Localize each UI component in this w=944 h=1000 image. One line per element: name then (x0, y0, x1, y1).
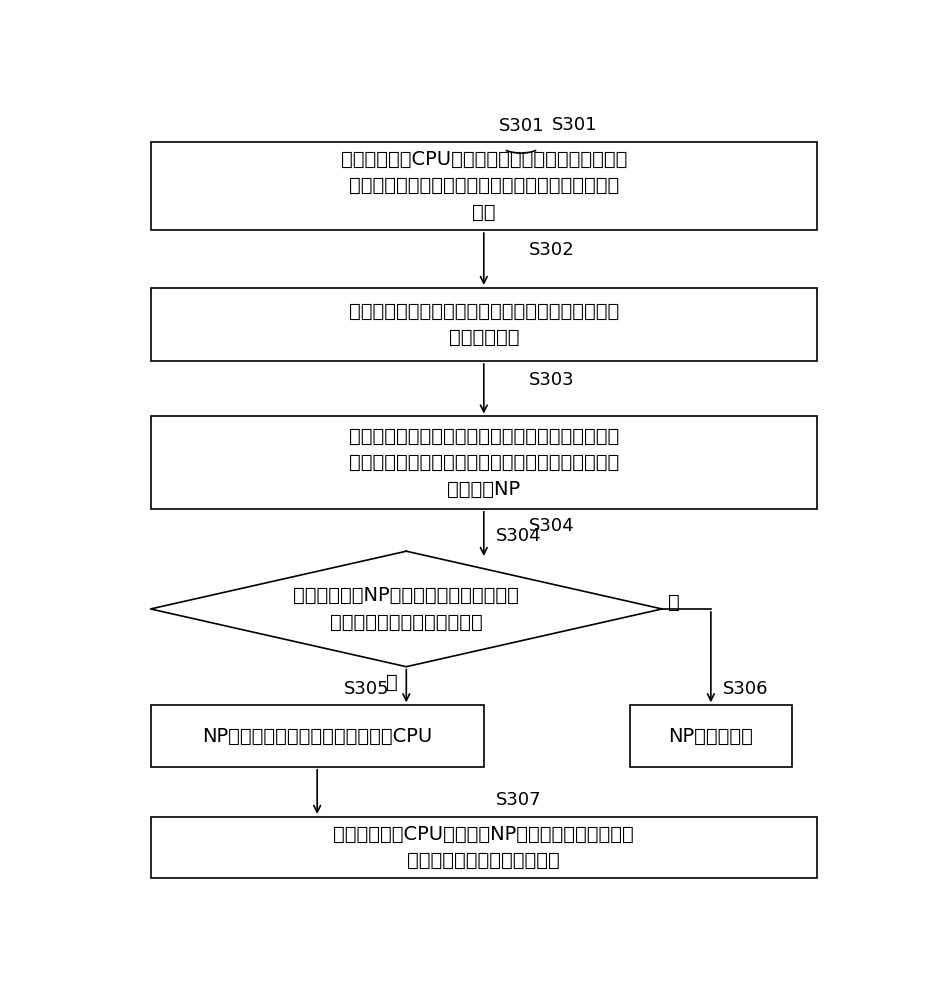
Text: NP将指示报文传输至第一设备中的CPU: NP将指示报文传输至第一设备中的CPU (202, 726, 432, 746)
Text: 第一设备中处于关闭状态的第一端口接收第二设备的
第二端口发送的指示报文，并将指示报文发送至第一
设备中的NP: 第一设备中处于关闭状态的第一端口接收第二设备的 第二端口发送的指示报文，并将指示… (348, 427, 619, 499)
Text: 是: 是 (386, 673, 398, 692)
Text: S304: S304 (0, 999, 1, 1000)
Bar (150, 817, 818, 878)
Text: S306: S306 (722, 680, 768, 698)
Text: NP丢弃该报文: NP丢弃该报文 (668, 726, 753, 746)
Text: 否: 否 (668, 593, 680, 612)
Polygon shape (150, 551, 662, 667)
Bar (150, 705, 483, 767)
Bar (150, 288, 818, 361)
Bar (150, 416, 818, 509)
Text: S301: S301 (499, 117, 545, 135)
Text: S304: S304 (496, 527, 542, 545)
Bar (150, 142, 818, 230)
Bar (630, 705, 792, 767)
Text: S305: S305 (345, 680, 390, 698)
Text: 第二设备的第二端口将生成的指示报文发送给第一设
备的第一端口: 第二设备的第二端口将生成的指示报文发送给第一设 备的第一端口 (348, 302, 619, 347)
Text: S307: S307 (496, 791, 541, 809)
Text: S303: S303 (529, 371, 574, 389)
Text: 第二设备中的CPU在接收到解除第一设备的第一端口
的关闭状态的指令后，将生成的指示报文传输至第二
端口: 第二设备中的CPU在接收到解除第一设备的第一端口 的关闭状态的指令后，将生成的指… (341, 150, 627, 222)
Text: S304: S304 (529, 517, 574, 535)
Text: 第一设备中的NP判断所述指示报文是否为
指示解除端口关闭状态的报文: 第一设备中的NP判断所述指示报文是否为 指示解除端口关闭状态的报文 (294, 586, 519, 632)
Text: 第一设备中的CPU在接收到NP传输的指示报文后，指
示第一端口解除端口关闭状态: 第一设备中的CPU在接收到NP传输的指示报文后，指 示第一端口解除端口关闭状态 (333, 825, 634, 870)
Text: S301: S301 (552, 116, 598, 134)
Text: S302: S302 (529, 241, 574, 259)
